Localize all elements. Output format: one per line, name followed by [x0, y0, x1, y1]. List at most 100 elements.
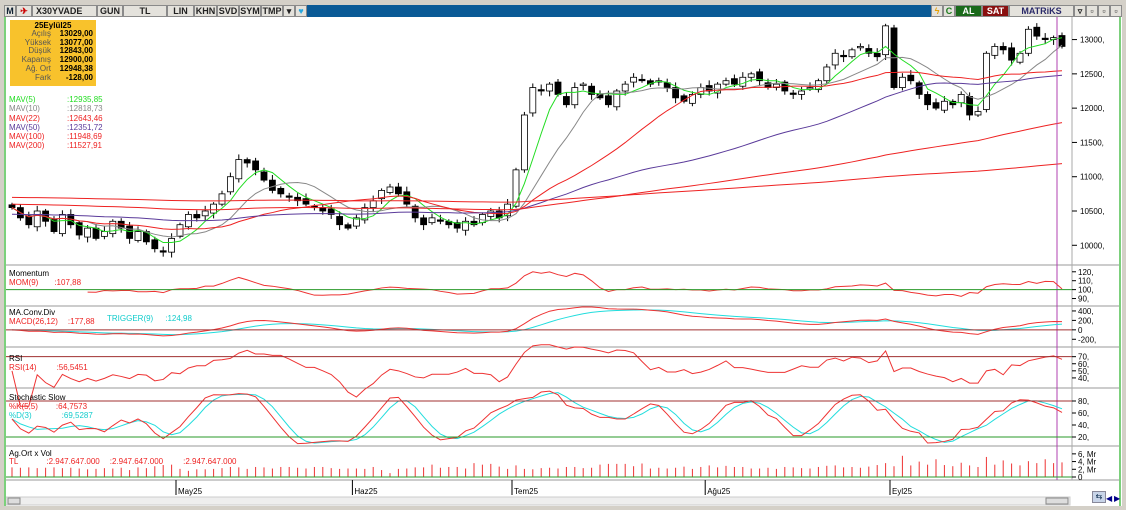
mav-legend-row: MAV(22):12643,46	[9, 114, 103, 123]
period-button[interactable]: GUN	[97, 5, 123, 17]
stoch-d-value: :69,5287	[61, 411, 93, 420]
candle-down	[588, 85, 595, 95]
logo[interactable]: M	[4, 5, 16, 17]
info-row: Açılış 13029,00	[13, 29, 93, 39]
toolbar: M ✈ X30YVADE GUN TL LIN KHN SVD SYM TMP …	[4, 5, 1122, 17]
scroll-left-icon[interactable]: ◀	[1106, 494, 1113, 503]
mav-line-200	[11, 163, 1063, 203]
lightning-icon[interactable]: ϟ	[931, 5, 943, 17]
candle-down	[907, 74, 915, 82]
month-label: Eyl25	[892, 487, 913, 496]
candle-up	[831, 52, 839, 66]
sell-button[interactable]: SAT	[982, 5, 1009, 17]
rsi-line	[11, 344, 1063, 407]
candle-down	[1008, 47, 1015, 61]
rsi-tick-label: 70,	[1078, 353, 1089, 362]
mav-legend-row: MAV(50):12351,72	[9, 123, 103, 132]
sync-icon[interactable]: ⇆	[1092, 491, 1106, 503]
macd-tick-label: -200,	[1078, 335, 1096, 344]
khn-button[interactable]: KHN	[194, 5, 217, 17]
macd-tick-label: 0	[1078, 326, 1083, 335]
candle-up	[59, 214, 66, 235]
stoch-k-label: %K(5,5)	[9, 402, 38, 411]
candle-down	[915, 82, 923, 95]
rsi-tick-label: 60,	[1078, 360, 1089, 369]
candle-up	[857, 46, 864, 49]
twitter-icon[interactable]: ♥	[295, 5, 307, 17]
scrollbar-thumb	[7, 497, 21, 505]
flag-icon[interactable]: ✈	[16, 5, 32, 17]
svd-button[interactable]: SVD	[217, 5, 239, 17]
mav-line-50	[11, 74, 1063, 222]
scroll-right-icon[interactable]: ▶	[1114, 494, 1121, 503]
price-tick-label: 11500,	[1080, 138, 1104, 147]
candle-down	[8, 204, 16, 208]
vol-value-3: :2.947.647.000	[183, 457, 237, 466]
sym-button[interactable]: SYM	[239, 5, 261, 17]
symbol-field[interactable]: X30YVADE	[32, 5, 97, 17]
vol-tick-label: 6, Mr	[1078, 450, 1097, 459]
rsi-tick-label: 40,	[1078, 374, 1089, 383]
mav-line-22	[11, 70, 1063, 230]
candle-up	[512, 169, 520, 207]
currency-button[interactable]: TL	[123, 5, 167, 17]
candle-down	[453, 222, 461, 229]
scrollbar-right-thumb	[1045, 497, 1069, 505]
candle-down	[294, 196, 302, 202]
candle-up	[806, 87, 814, 90]
refresh-c-icon[interactable]: C	[943, 5, 955, 17]
scale-button[interactable]: LIN	[167, 5, 194, 17]
info-key: Yüksek	[24, 37, 51, 47]
price-tick-label: 12500,	[1080, 70, 1104, 79]
mom-value: :107,88	[54, 278, 82, 287]
vol-value-1: :2.947.647.000	[46, 457, 100, 466]
candle-up	[168, 238, 176, 253]
momentum-title: Momentum	[9, 269, 50, 278]
vol-label: TL	[9, 457, 19, 466]
candle-down	[420, 217, 428, 226]
menu-icon[interactable]: ▿	[1074, 5, 1086, 17]
tmp-button[interactable]: TMP	[261, 5, 283, 17]
candle-up	[218, 193, 226, 205]
buy-button[interactable]: AL	[955, 5, 982, 17]
info-value: -128,00	[65, 72, 93, 82]
info-date: 25Eylül25	[34, 21, 72, 30]
chart-window[interactable]: 13000, 12500, 12000, 11500, 11000, 10500, 1000…	[4, 17, 1122, 506]
mav-label: MAV(200)	[9, 141, 45, 151]
stoch-d-label: %D(3)	[9, 411, 32, 420]
chart-canvas[interactable]: 13000, 12500, 12000, 11500, 11000, 10500, 1000…	[6, 17, 1124, 506]
mav-line-100	[11, 122, 1063, 211]
month-label: Tem25	[514, 487, 539, 496]
candle-down	[159, 250, 167, 253]
dropdown-icon[interactable]: ▾	[283, 5, 295, 17]
price-tick-label: 10000,	[1080, 241, 1104, 250]
mav-legend-row: MAV(200):11527,91	[9, 141, 103, 150]
vol-tick-label: 2, Mr	[1078, 465, 1097, 474]
stoch-tick-label: 20,	[1078, 433, 1089, 442]
candle-up	[226, 176, 234, 193]
candle-up	[462, 220, 470, 231]
info-value: 12843,00	[59, 46, 93, 56]
maximize-icon[interactable]: ▫	[1098, 5, 1110, 17]
rsi-value: :56,5451	[56, 363, 88, 372]
candle-up	[991, 46, 999, 56]
candle-down	[554, 81, 562, 95]
close-icon[interactable]: ▫	[1110, 5, 1122, 17]
price-tick-label: 12000,	[1080, 104, 1104, 113]
minimize-icon[interactable]: ▫	[1086, 5, 1098, 17]
candle-down	[932, 102, 940, 109]
candle-down	[193, 214, 201, 219]
mav-line-10	[11, 44, 1063, 238]
mav-legend-row: MAV(100):11948,69	[9, 132, 103, 141]
candle-down	[243, 159, 251, 164]
macd-tick-label: 400,	[1078, 307, 1094, 316]
ohlc-info-box: 25Eylül25 Açılış 13029,00 Yüksek 13077,00 Dü…	[10, 20, 96, 86]
candle-up	[386, 186, 394, 193]
candle-down	[924, 94, 931, 106]
candle-up	[109, 220, 117, 235]
price-tick-label: 10500,	[1080, 207, 1104, 216]
macd-label: MACD(26,12)	[9, 317, 58, 326]
stoch-title: Stochastic Slow	[9, 393, 66, 402]
stoch-tick-label: 60,	[1078, 409, 1089, 418]
candle-down	[638, 78, 646, 82]
